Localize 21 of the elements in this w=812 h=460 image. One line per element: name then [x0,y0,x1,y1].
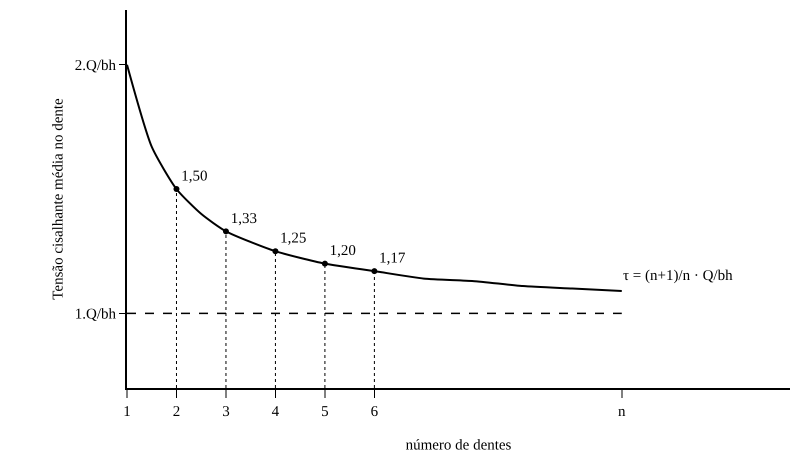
x-tick-label: 3 [222,404,230,420]
point [222,228,229,234]
x-tick-label: 1 [123,404,131,420]
point [322,260,328,267]
point [272,248,278,254]
data-label: 1,20 [330,243,356,260]
data-label: 1,17 [379,250,406,267]
x-axis-title: número de dentes [406,438,512,454]
data-label: 1,50 [181,168,208,185]
annotation: τ = (n+1)/n · Q/bh [623,268,734,284]
x-tick-label: 4 [272,404,280,420]
data-label: 1,33 [230,210,257,227]
y-tick-label: 2.Q/bh [74,58,116,74]
point [173,186,180,192]
y-tick-label: 1.Q/bh [74,306,116,323]
x-tick-label: 5 [321,404,329,420]
data-label: 1,25 [280,230,306,247]
x-tick-label: 2 [172,404,180,420]
x-tick-label: 6 [370,404,379,420]
x-tick-label: n [618,404,626,420]
y-axis-title: Tensão cisalhante média no dente [50,98,66,300]
